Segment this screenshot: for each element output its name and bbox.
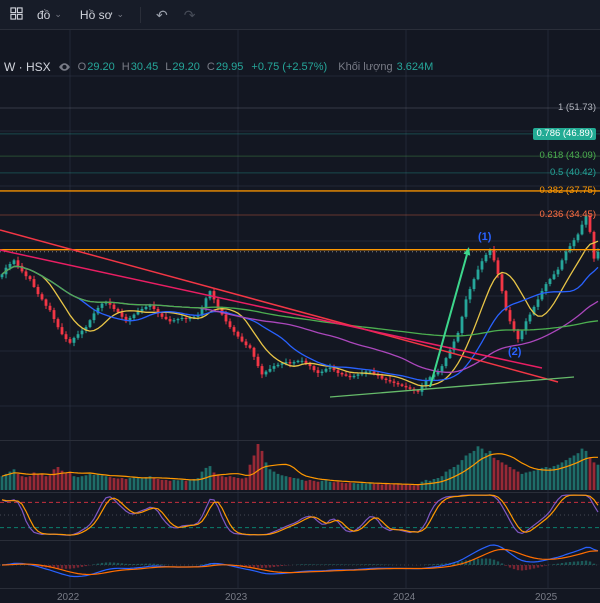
undo-button[interactable]: ↶ (149, 6, 175, 24)
symbol-title[interactable]: W · HSX (4, 60, 51, 74)
toolbar-divider (140, 7, 141, 23)
menu-chart[interactable]: đồ ⌄ (29, 4, 70, 26)
layout-grid-icon[interactable] (6, 5, 27, 24)
redo-button[interactable]: ↷ (177, 6, 203, 24)
menu-profile[interactable]: Hồ sơ ⌄ (72, 4, 132, 26)
top-toolbar: đồ ⌄ Hồ sơ ⌄ ↶ ↷ (0, 0, 600, 30)
chevron-down-icon: ⌄ (54, 10, 62, 19)
menu-chart-label: đồ (37, 8, 50, 22)
chevron-down-icon: ⌄ (116, 10, 124, 19)
menu-profile-label: Hồ sơ (80, 8, 113, 22)
eye-icon[interactable] (58, 62, 71, 72)
